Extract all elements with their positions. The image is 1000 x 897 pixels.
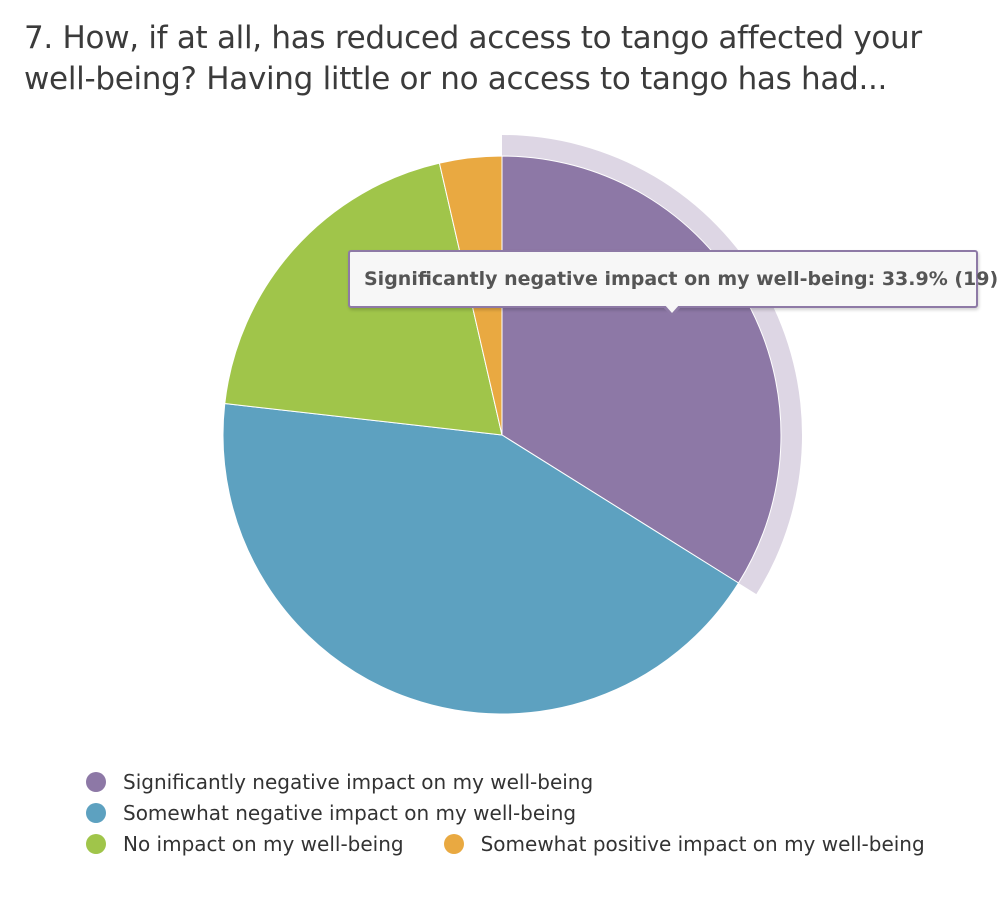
- legend-label: Somewhat positive impact on my well-bein…: [480, 831, 925, 856]
- legend-swatch: [86, 802, 106, 823]
- legend-row: Significantly negative impact on my well…: [86, 766, 966, 797]
- slice-tooltip: Significantly negative impact on my well…: [348, 250, 998, 308]
- tooltip-text: Significantly negative impact on my well…: [364, 268, 999, 290]
- legend-item-no-impact[interactable]: No impact on my well-being: [86, 832, 404, 856]
- legend-item-somewhat-negative[interactable]: Somewhat negative impact on my well-bein…: [86, 801, 576, 825]
- legend-item-somewhat-positive[interactable]: Somewhat positive impact on my well-bein…: [443, 831, 925, 856]
- legend-label: No impact on my well-being: [123, 831, 404, 856]
- tooltip-pointer: [662, 304, 682, 317]
- legend-swatch: [443, 833, 464, 854]
- legend-row: No impact on my well-being Somewhat posi…: [86, 828, 966, 859]
- legend-item-significantly-negative[interactable]: Significantly negative impact on my well…: [86, 770, 593, 794]
- chart-title: 7. How, if at all, has reduced access to…: [24, 20, 922, 97]
- legend-swatch: [86, 771, 106, 792]
- legend-swatch: [86, 833, 106, 854]
- legend-label: Somewhat negative impact on my well-bein…: [123, 800, 577, 825]
- legend-row: Somewhat negative impact on my well-bein…: [86, 797, 966, 828]
- pie-slice-somewhat-negative-impact-on-my-well-being[interactable]: [222, 402, 740, 715]
- chart-legend: Significantly negative impact on my well…: [86, 766, 966, 859]
- legend-label: Significantly negative impact on my well…: [123, 769, 594, 794]
